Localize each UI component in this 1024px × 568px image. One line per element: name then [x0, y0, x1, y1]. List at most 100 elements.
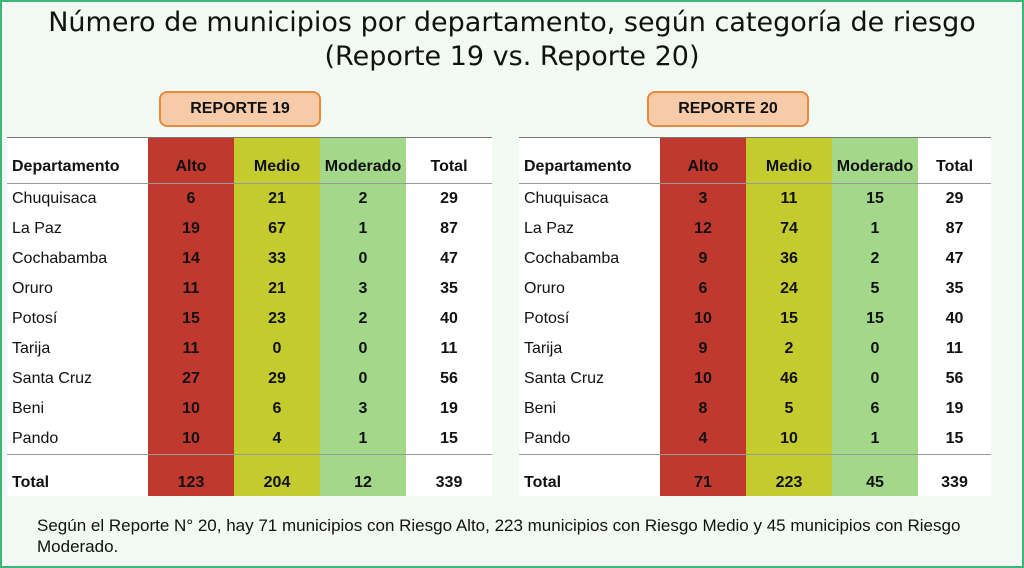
- report-20-table: Departamento Alto Medio Moderado Total Chuqui…: [519, 137, 991, 496]
- cell-moderado: 2: [320, 184, 406, 214]
- table-row: Oruro 11 21 3 35: [7, 274, 492, 304]
- table-row: Cochabamba 9 36 2 47: [519, 244, 991, 274]
- cell-medio: 6: [234, 394, 320, 424]
- cell-moderado: 3: [320, 394, 406, 424]
- cell-department: Santa Cruz: [524, 370, 605, 387]
- header-department: Departamento: [524, 158, 632, 175]
- report-20-badge: REPORTE 20: [647, 91, 809, 127]
- cell-medio: 15: [746, 304, 832, 334]
- cell-alto: 4: [660, 424, 746, 454]
- table-row: La Paz 12 74 1 87: [519, 214, 991, 244]
- cell-alto: 6: [148, 184, 234, 214]
- cell-medio: 10: [746, 424, 832, 454]
- cell-alto: 15: [148, 304, 234, 334]
- cell-medio: 67: [234, 214, 320, 244]
- header-department: Departamento: [12, 158, 120, 175]
- cell-medio: 21: [234, 274, 320, 304]
- cell-total: 15: [945, 430, 964, 447]
- cell-medio: 5: [746, 394, 832, 424]
- cell-alto: 6: [660, 274, 746, 304]
- table-row: Chuquisaca 3 11 15 29: [519, 184, 991, 214]
- cell-alto: 27: [148, 364, 234, 394]
- cell-department: Beni: [12, 400, 45, 417]
- cell-moderado: 6: [832, 394, 918, 424]
- cell-department: Potosí: [524, 310, 570, 327]
- cell-moderado: 1: [832, 214, 918, 244]
- cell-moderado: 2: [832, 244, 918, 274]
- cell-total: 11: [946, 340, 963, 357]
- cell-moderado: 12: [320, 455, 406, 496]
- cell-medio: 24: [746, 274, 832, 304]
- cell-department: Pando: [12, 430, 59, 447]
- table-row: Santa Cruz 27 29 0 56: [7, 364, 492, 394]
- cell-department: Total: [524, 474, 562, 491]
- cell-total: 40: [945, 310, 964, 327]
- cell-moderado: 1: [832, 424, 918, 454]
- table-row: Tarija 9 2 0 11: [519, 334, 991, 364]
- cell-alto: 14: [148, 244, 234, 274]
- cell-department: Oruro: [524, 280, 565, 297]
- cell-total: 87: [440, 220, 458, 237]
- table-total-row: Total 123 204 12 339: [7, 454, 492, 496]
- cell-total: 11: [440, 340, 458, 357]
- cell-alto: 12: [660, 214, 746, 244]
- table-row: Chuquisaca 6 21 2 29: [7, 184, 492, 214]
- cell-medio: 2: [746, 334, 832, 364]
- cell-total: 19: [945, 400, 964, 417]
- cell-department: La Paz: [524, 220, 574, 237]
- header-alto: Alto: [148, 138, 234, 183]
- cell-moderado: 0: [320, 334, 406, 364]
- table-total-row: Total 71 223 45 339: [519, 454, 991, 496]
- cell-department: Chuquisaca: [524, 190, 609, 207]
- cell-total: 47: [440, 250, 458, 267]
- cell-total: 19: [440, 400, 458, 417]
- report-19-badge: REPORTE 19: [159, 91, 321, 127]
- header-total: Total: [935, 158, 974, 175]
- cell-total: 35: [440, 280, 458, 297]
- table-row: Potosí 15 23 2 40: [7, 304, 492, 334]
- report-19-table: Departamento Alto Medio Moderado Total Chuqui…: [7, 137, 492, 496]
- table-row: Beni 8 5 6 19: [519, 394, 991, 424]
- cell-department: Potosí: [12, 310, 58, 327]
- cell-medio: 23: [234, 304, 320, 334]
- cell-moderado: 1: [320, 424, 406, 454]
- cell-department: Oruro: [12, 280, 53, 297]
- header-moderado: Moderado: [320, 138, 406, 183]
- cell-total: 47: [945, 250, 964, 267]
- table-row: Tarija 11 0 0 11: [7, 334, 492, 364]
- cell-alto: 10: [148, 424, 234, 454]
- cell-medio: 21: [234, 184, 320, 214]
- cell-total: 56: [440, 370, 458, 387]
- cell-moderado: 15: [832, 184, 918, 214]
- cell-alto: 123: [148, 455, 234, 496]
- cell-alto: 71: [660, 455, 746, 496]
- table-header-row: Departamento Alto Medio Moderado Total: [519, 138, 991, 184]
- cell-department: Tarija: [12, 340, 51, 357]
- cell-total: 339: [941, 474, 968, 491]
- cell-medio: 11: [746, 184, 832, 214]
- cell-total: 29: [440, 190, 458, 207]
- cell-department: La Paz: [12, 220, 62, 237]
- cell-total: 339: [435, 474, 463, 491]
- title-line-2: (Reporte 19 vs. Reporte 20): [324, 41, 700, 72]
- cell-department: Pando: [524, 430, 571, 447]
- cell-moderado: 45: [832, 455, 918, 496]
- cell-alto: 8: [660, 394, 746, 424]
- cell-moderado: 3: [320, 274, 406, 304]
- table-row: Pando 4 10 1 15: [519, 424, 991, 454]
- cell-alto: 19: [148, 214, 234, 244]
- table-row: Potosí 10 15 15 40: [519, 304, 991, 334]
- cell-department: Total: [12, 474, 50, 491]
- cell-department: Cochabamba: [12, 250, 108, 267]
- cell-medio: 36: [746, 244, 832, 274]
- header-total: Total: [430, 158, 468, 175]
- cell-medio: 0: [234, 334, 320, 364]
- cell-alto: 11: [148, 274, 234, 304]
- cell-total: 87: [945, 220, 964, 237]
- cell-medio: 4: [234, 424, 320, 454]
- table-row: Beni 10 6 3 19: [7, 394, 492, 424]
- cell-total: 29: [945, 190, 964, 207]
- cell-alto: 11: [148, 334, 234, 364]
- table-row: Oruro 6 24 5 35: [519, 274, 991, 304]
- page-title: Número de municipios por departamento, s…: [2, 6, 1022, 74]
